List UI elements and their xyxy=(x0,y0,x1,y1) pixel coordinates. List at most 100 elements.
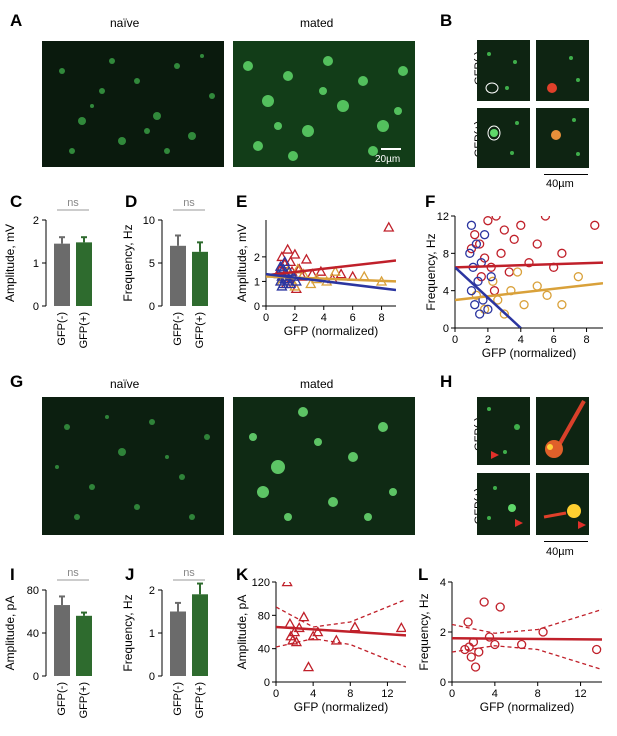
point-f-s1-7 xyxy=(519,300,529,310)
x-tick-label: 12 xyxy=(574,688,586,700)
point-f-s1-6 xyxy=(512,267,523,277)
chart-j: 0 1 2 GFP(-) GFP(+) ns Frequency, Hz xyxy=(121,567,208,718)
fit-line-f-s2 xyxy=(455,266,522,328)
point-l-s0-6 xyxy=(474,647,484,657)
y-tick-label: 0 xyxy=(149,671,155,683)
scalebar-b-label: 40µm xyxy=(546,178,574,190)
point-l-s0-3 xyxy=(466,652,476,662)
point-l-s0-11 xyxy=(516,639,527,650)
bar-d-1 xyxy=(192,251,208,306)
point-e-s0-7 xyxy=(284,255,297,267)
point-k-s0-8 xyxy=(302,661,315,672)
y-tick-label: 2 xyxy=(254,252,260,264)
y-tick-label: 1 xyxy=(33,258,39,270)
micrograph-h-gfp-pos-merge xyxy=(536,473,589,535)
y-tick-label: 120 xyxy=(252,577,270,589)
x-tick-label: 4 xyxy=(518,334,524,346)
x-axis-label: GFP (normalized) xyxy=(480,700,574,714)
point-k-s0-10 xyxy=(312,626,324,637)
panel-letter-h: H xyxy=(440,372,453,391)
point-e-s0-13 xyxy=(300,253,313,264)
fit-line-l-s0 xyxy=(452,637,602,641)
y-tick-label: 0 xyxy=(33,671,39,683)
point-e-s1-7 xyxy=(305,278,317,289)
point-l-s0-10 xyxy=(495,602,505,612)
plot-area xyxy=(455,216,603,328)
x-axis-label: GFP (normalized) xyxy=(284,324,378,338)
y-tick-label: 8 xyxy=(443,248,449,260)
y-tick-label: 0 xyxy=(33,301,39,313)
x-tick-label: GFP(-) xyxy=(172,312,184,346)
fit-line-f-s1 xyxy=(455,281,603,302)
y-tick-label: 2 xyxy=(440,627,446,639)
point-l-s0-13 xyxy=(591,644,602,655)
point-f-s1-9 xyxy=(542,290,552,300)
y-tick-label: 4 xyxy=(443,286,449,298)
point-k-s0-0 xyxy=(281,582,293,587)
point-e-s1-4 xyxy=(289,280,301,291)
bar-d-0 xyxy=(170,245,186,306)
y-axis-label: Amplitude, mV xyxy=(236,224,249,302)
point-l-s0-9 xyxy=(490,639,500,650)
point-k-s0-13 xyxy=(395,621,406,633)
x-tick-label: 8 xyxy=(583,334,589,346)
point-f-s2-10 xyxy=(479,230,490,240)
point-e-s2-8 xyxy=(279,255,291,267)
plot-area xyxy=(452,597,602,672)
bar-c-1 xyxy=(76,242,92,306)
point-f-s0-12 xyxy=(524,258,534,268)
y-tick-label: 2 xyxy=(33,215,39,227)
y-axis-label: Amplitude, pA xyxy=(236,595,249,670)
fit-line-k-s0 xyxy=(276,625,406,637)
chart-k: 0 40 80 120 0 4 8 12 Amplitude, pA GFP (normalize… xyxy=(236,577,406,714)
panel-letter-l: L xyxy=(418,565,429,584)
point-l-s0-12 xyxy=(538,627,548,637)
y-axis-label: Frequency, Hz xyxy=(121,594,135,671)
sig-label: ns xyxy=(183,197,195,209)
panel-letter-k: K xyxy=(236,565,249,584)
point-f-s0-16 xyxy=(557,248,567,258)
y-tick-label: 0 xyxy=(149,301,155,313)
micrograph-b-gfp-neg-green xyxy=(477,40,530,101)
point-f-s1-2 xyxy=(488,276,498,286)
scalebar-b xyxy=(544,174,588,175)
x-tick-label: GFP(+) xyxy=(78,682,90,718)
image-title-g-naive: naïve xyxy=(110,377,140,391)
panel-letter-a: A xyxy=(10,11,23,30)
sig-label: ns xyxy=(67,197,79,209)
micrograph-h-gfp-neg-green xyxy=(477,397,530,465)
x-tick-label: GFP(+) xyxy=(194,682,206,718)
y-tick-label: 80 xyxy=(27,585,39,597)
plot-area xyxy=(266,221,396,294)
scalebar-a-label: 20µm xyxy=(375,154,400,165)
point-f-s2-0 xyxy=(465,248,475,258)
image-title-mated: mated xyxy=(300,16,334,30)
y-tick-label: 1 xyxy=(254,276,260,288)
chart-e: 0 1 2 0 2 4 6 8 Amplitude, mV GFP (normalized) xyxy=(236,220,396,338)
y-tick-label: 40 xyxy=(258,644,270,656)
y-tick-label: 0 xyxy=(443,323,449,335)
point-f-s1-11 xyxy=(573,272,583,282)
chart-c: 0 1 2 GFP(-) GFP(+) ns Amplitude, mV xyxy=(3,197,92,348)
ci-ci-upper-l xyxy=(452,608,602,634)
x-axis-label: GFP (normalized) xyxy=(294,700,388,714)
image-title-g-mated: mated xyxy=(300,377,334,391)
y-axis-label: Amplitude, mV xyxy=(3,224,17,302)
y-axis-label: Amplitude, pA xyxy=(3,596,17,671)
point-f-s1-0 xyxy=(471,290,482,300)
point-f-s2-7 xyxy=(475,309,485,319)
point-f-s1-1 xyxy=(479,304,490,314)
micrograph-g-mated xyxy=(233,397,415,535)
x-tick-label: GFP(-) xyxy=(56,312,68,346)
fit-line-e-s0 xyxy=(266,259,396,277)
y-tick-label: 12 xyxy=(437,211,449,223)
x-tick-label: 8 xyxy=(535,688,541,700)
point-f-s0-8 xyxy=(499,225,509,235)
point-f-s2-11 xyxy=(483,304,493,314)
x-tick-label: 6 xyxy=(350,312,356,324)
scalebar-h xyxy=(544,541,588,542)
plot-area xyxy=(276,582,406,672)
point-f-s0-18 xyxy=(476,272,486,282)
y-tick-label: 1 xyxy=(149,628,155,640)
x-tick-label: 8 xyxy=(378,312,384,324)
